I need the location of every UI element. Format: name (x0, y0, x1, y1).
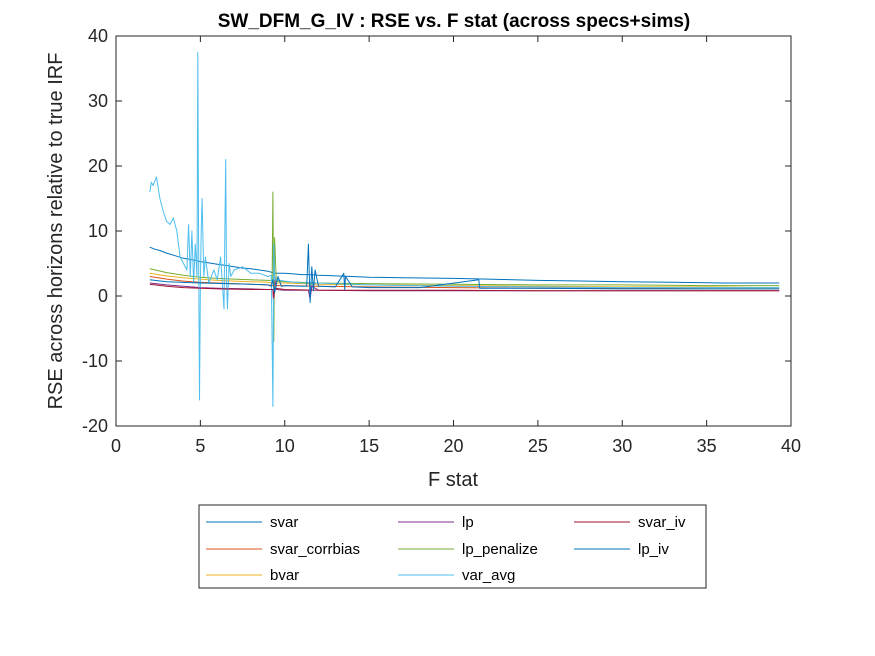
legend-label-svar-iv: svar_iv (638, 514, 686, 531)
y-tick-label: 20 (88, 156, 108, 176)
x-tick-label: 5 (195, 436, 205, 456)
y-tick-label: -10 (82, 351, 108, 371)
chart-title: SW_DFM_G_IV : RSE vs. F stat (across spe… (218, 11, 691, 32)
legend-label-svar: svar (270, 514, 298, 531)
y-tick-label: -20 (82, 416, 108, 436)
legend-label-lp: lp (462, 514, 474, 531)
plot-background (116, 36, 791, 426)
x-axis: 0 5 10 15 20 25 30 35 40 (111, 36, 801, 456)
y-tick-label: 30 (88, 91, 108, 111)
x-tick-label: 35 (697, 436, 717, 456)
series-group (149, 51, 780, 407)
x-tick-label: 20 (443, 436, 463, 456)
series-line-var-avg (149, 51, 780, 407)
legend-label-var-avg: var_avg (462, 567, 515, 584)
plot-area (115, 35, 792, 427)
x-tick-label: 10 (275, 436, 295, 456)
x-tick-label: 0 (111, 436, 121, 456)
legend-label-bvar: bvar (270, 567, 299, 584)
y-tick-label: 0 (98, 286, 108, 306)
legend-label-lp-iv: lp_iv (638, 541, 669, 558)
y-tick-label: 40 (88, 26, 108, 46)
x-tick-label: 30 (612, 436, 632, 456)
x-tick-label: 15 (359, 436, 379, 456)
x-axis-label: F stat (428, 469, 478, 491)
y-axis: -20 -10 0 10 20 30 40 (82, 26, 791, 436)
legend-label-svar-corrbias: svar_corrbias (270, 541, 360, 558)
legend-label-lp-penalize: lp_penalize (462, 541, 538, 558)
x-tick-label: 40 (781, 436, 801, 456)
legend-box (198, 504, 707, 589)
series-line-lp-iv (149, 243, 780, 303)
x-tick-label: 25 (528, 436, 548, 456)
y-axis-label: RSE across horizons relative to true IRF (45, 53, 67, 410)
y-tick-label: 10 (88, 221, 108, 241)
